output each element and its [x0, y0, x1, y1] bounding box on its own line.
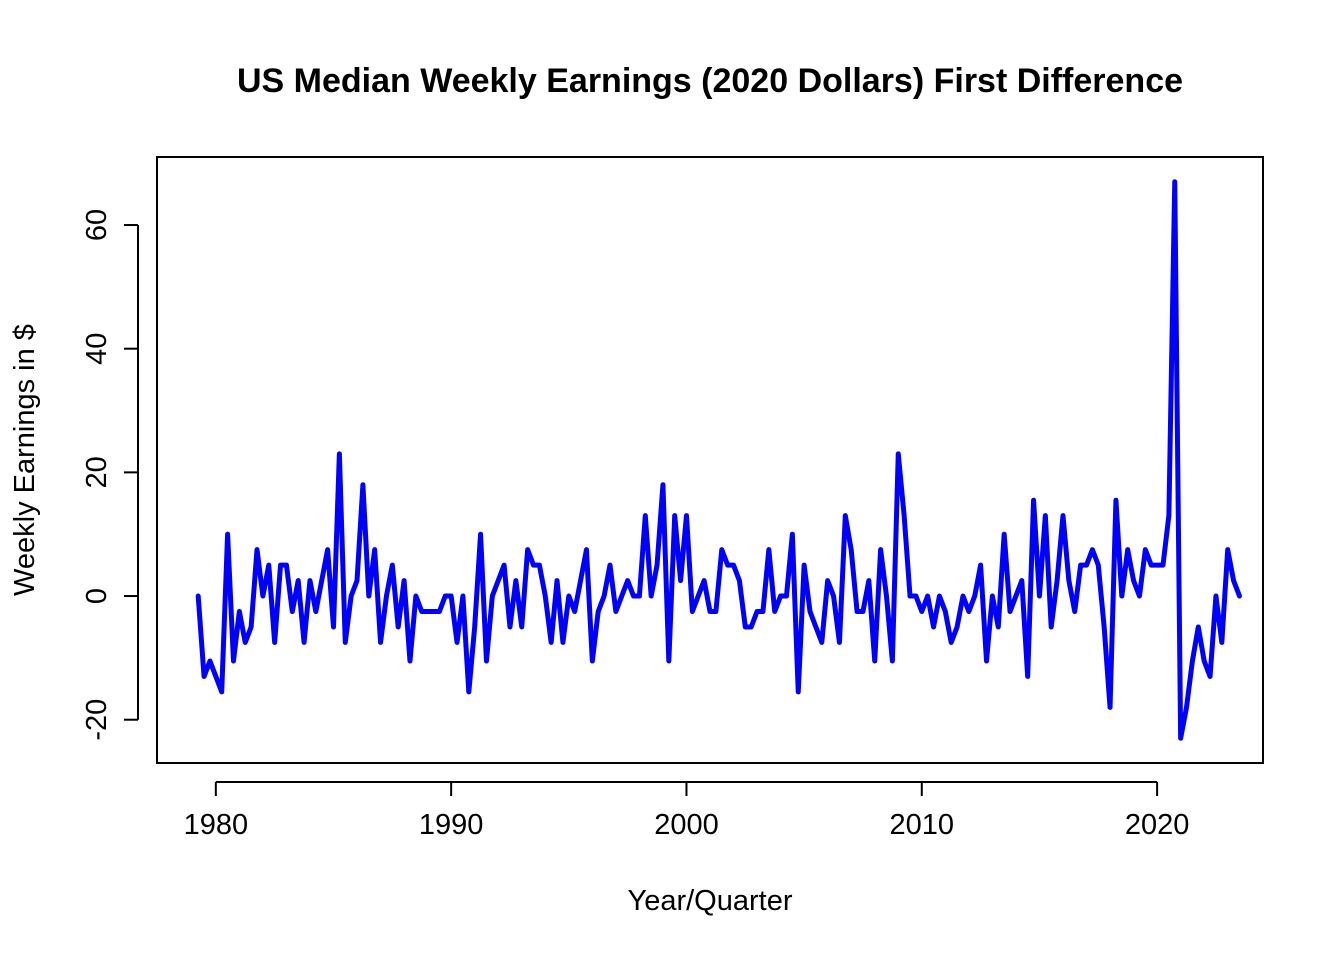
x-tick-label: 1980: [184, 809, 249, 841]
y-tick-label: 20: [81, 456, 113, 488]
y-axis: -20 0 20 40 60: [81, 209, 139, 741]
plot-area-frame: [156, 156, 1264, 764]
series-line: [195, 179, 1242, 741]
series-layer: [195, 179, 1242, 741]
chart-title: US Median Weekly Earnings (2020 Dollars)…: [237, 62, 1183, 100]
y-axis-label: Weekly Earnings in $: [9, 324, 41, 596]
y-tick-label: 60: [81, 209, 113, 241]
x-axis: 1980 1990 2000 2010 2020: [184, 781, 1190, 841]
y-tick-label: 40: [81, 333, 113, 365]
x-axis-label: Year/Quarter: [628, 885, 793, 917]
x-tick-label: 2010: [890, 809, 955, 841]
x-tick-label: 1990: [419, 809, 484, 841]
y-tick-label: 0: [81, 588, 113, 604]
x-tick-label: 2000: [654, 809, 719, 841]
x-tick-label: 2020: [1125, 809, 1190, 841]
y-tick-label: -20: [81, 699, 113, 741]
